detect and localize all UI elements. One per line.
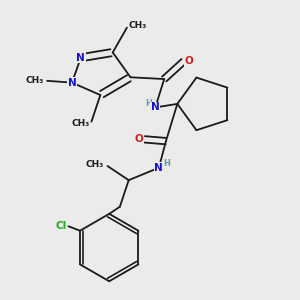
Text: N: N [154,163,163,173]
Text: N: N [76,53,85,63]
Text: CH₃: CH₃ [129,21,147,30]
Text: H: H [163,159,170,168]
Text: Cl: Cl [56,221,67,231]
Text: N: N [151,102,160,112]
Text: CH₃: CH₃ [25,76,44,85]
Text: H: H [146,99,152,108]
Text: N: N [68,78,76,88]
Text: O: O [184,56,194,66]
Text: CH₃: CH₃ [85,160,104,169]
Text: O: O [135,134,144,144]
Text: CH₃: CH₃ [71,119,90,128]
